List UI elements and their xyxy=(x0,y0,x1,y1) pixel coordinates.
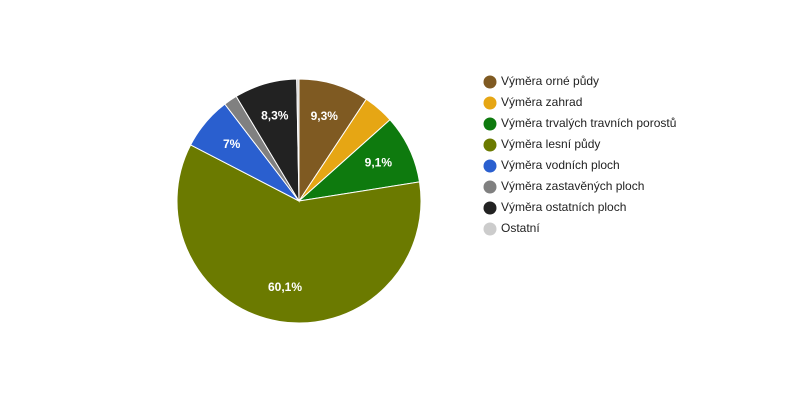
legend-swatch xyxy=(483,201,497,215)
legend-label: Výměra ostatních ploch xyxy=(501,200,626,214)
legend-label: Výměra zastavěných ploch xyxy=(501,179,644,193)
pie-slice xyxy=(176,144,422,324)
legend-swatch xyxy=(483,96,497,110)
legend-label: Výměra vodních ploch xyxy=(501,158,620,172)
legend-label: Výměra lesní půdy xyxy=(501,137,600,151)
value-label: 9,3% xyxy=(311,109,339,123)
legend-label: Výměra trvalých travních porostů xyxy=(501,116,676,130)
legend-swatch xyxy=(483,180,497,194)
pie-slice xyxy=(296,78,300,202)
legend-label: Ostatní xyxy=(501,221,540,235)
legend-swatch xyxy=(483,138,497,152)
legend-swatch xyxy=(483,159,497,173)
legend-label: Výměra orné půdy xyxy=(501,74,599,88)
legend-swatch xyxy=(483,117,497,131)
value-label: 60,1% xyxy=(268,280,302,294)
legend-swatch xyxy=(483,75,497,89)
value-label: 9,1% xyxy=(365,156,393,170)
value-label: 7% xyxy=(223,137,241,151)
value-label: 8,3% xyxy=(261,109,289,123)
legend-swatch xyxy=(483,222,497,236)
legend-label: Výměra zahrad xyxy=(501,95,582,109)
